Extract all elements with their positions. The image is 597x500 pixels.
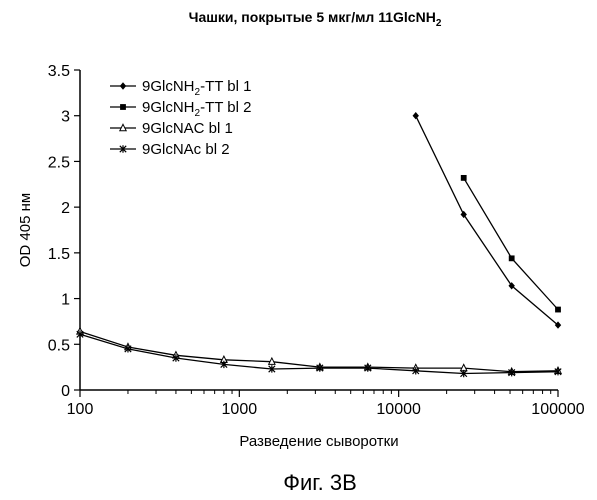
x-tick-label: 100000 xyxy=(531,401,584,418)
y-tick-label: 1.5 xyxy=(48,246,70,263)
y-tick-label: 0 xyxy=(61,383,70,400)
series-1 xyxy=(413,112,562,329)
series-2 xyxy=(461,175,561,312)
y-tick-label: 3.5 xyxy=(48,63,70,80)
marker-square xyxy=(120,104,126,110)
y-ticks: 0 0.5 1 1.5 2 2.5 3 3.5 xyxy=(48,63,80,400)
x-tick-label: 100 xyxy=(67,401,94,418)
legend: 9GlcNH2-TT bl 19GlcNH2-TT bl 29GlcNAC bl… xyxy=(110,78,251,158)
series-line xyxy=(464,178,558,310)
legend-label: 9GlcNAc bl 2 xyxy=(142,141,230,158)
legend-item-1: 9GlcNH2-TT bl 1 xyxy=(110,78,251,98)
marker-square xyxy=(555,307,561,313)
legend-label: 9GlcNH2-TT bl 1 xyxy=(142,78,251,98)
y-tick-label: 1 xyxy=(61,292,70,309)
marker-square xyxy=(461,175,467,181)
y-tick-label: 2 xyxy=(61,200,70,217)
y-tick-label: 2.5 xyxy=(48,154,70,171)
axes xyxy=(80,70,558,390)
y-axis-label: OD 405 нм xyxy=(17,193,34,267)
legend-label: 9GlcNAC bl 1 xyxy=(142,120,233,137)
x-tick-label: 1000 xyxy=(222,401,258,418)
legend-item-4: 9GlcNAc bl 2 xyxy=(110,141,230,158)
marker-diamond xyxy=(120,82,126,89)
x-tick-label: 10000 xyxy=(376,401,421,418)
series-line xyxy=(416,116,558,325)
chart-title-subscript: 2 xyxy=(436,18,442,29)
chart-title: Чашки, покрытые 5 мкг/мл 11GlcNH2 xyxy=(189,9,442,29)
figure-caption: Фиг. 3В xyxy=(283,470,357,495)
marker-diamond xyxy=(413,112,419,119)
x-ticks: 100 1000 10000 100000 xyxy=(67,390,585,418)
x-axis-label: Разведение сыворотки xyxy=(239,433,398,450)
y-tick-label: 3 xyxy=(61,109,70,126)
y-tick-label: 0.5 xyxy=(48,337,70,354)
legend-item-2: 9GlcNH2-TT bl 2 xyxy=(110,99,251,119)
legend-item-3: 9GlcNAC bl 1 xyxy=(110,120,233,137)
marker-square xyxy=(509,255,515,261)
chart-title-main: Чашки, покрытые 5 мкг/мл 11GlcNH xyxy=(189,9,436,25)
legend-label: 9GlcNH2-TT bl 2 xyxy=(142,99,251,119)
